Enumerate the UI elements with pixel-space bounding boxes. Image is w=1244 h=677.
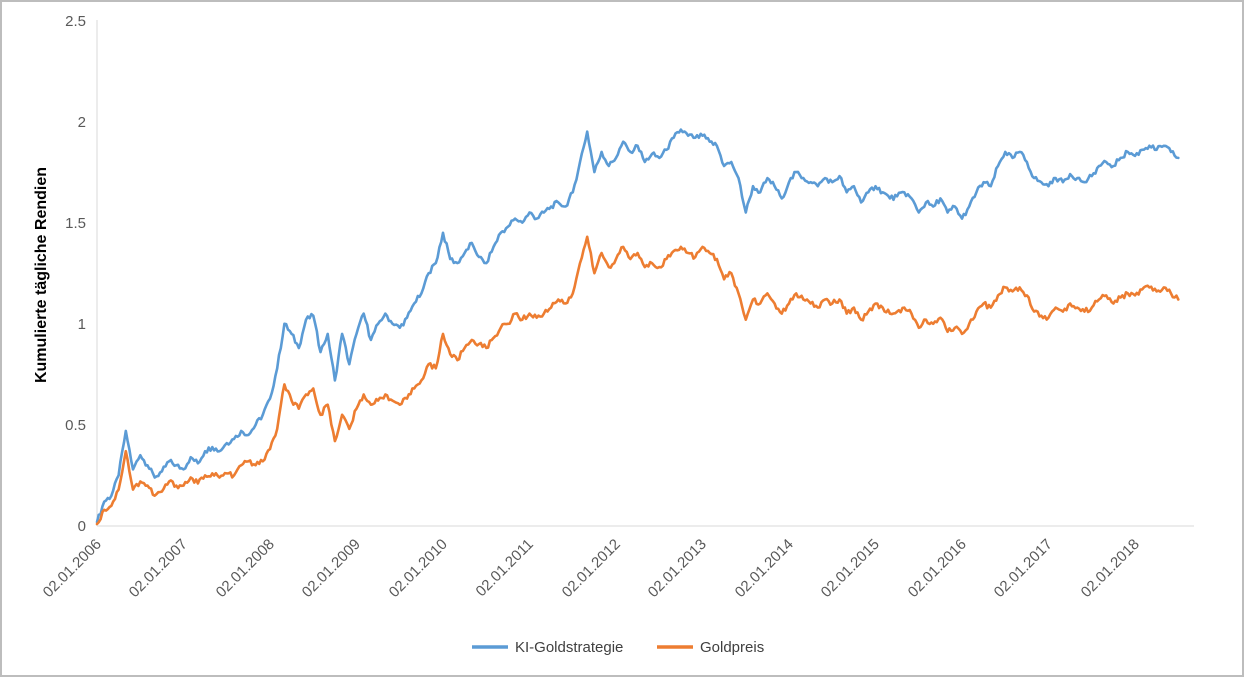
x-tick-label: 02.01.2009 [299,536,364,601]
x-tick-label: 02.01.2013 [645,536,710,601]
x-tick-label: 02.01.2006 [40,536,105,601]
legend: KI-Goldstrategie Goldpreis [472,639,764,656]
x-tick-label: 02.01.2010 [386,536,451,601]
series-line-ki-goldstrategie [95,128,1180,524]
x-tick-label: 02.01.2015 [818,536,883,601]
y-tick-label: 0.5 [65,417,86,434]
series-line-goldpreis [95,235,1180,526]
x-tick-label: 02.01.2012 [559,536,624,601]
x-tick-label: 02.01.2014 [732,536,797,601]
y-axis-title: Kumulierte tägliche Rendien [33,167,50,383]
x-tick-label: 02.01.2017 [991,536,1056,601]
x-tick-label: 02.01.2011 [473,536,537,600]
x-tick-label: 02.01.2016 [905,536,970,601]
x-tick-label: 02.01.2018 [1078,536,1143,601]
x-tick-label: 02.01.2008 [213,536,278,601]
y-tick-label: 1 [78,316,86,333]
y-tick-label: 1.5 [65,215,86,232]
y-tick-label: 2 [78,114,86,131]
legend-label-ki-goldstrategie: KI-Goldstrategie [515,639,623,656]
y-tick-label: 0 [78,518,86,535]
y-tick-label: 2.5 [65,13,86,30]
legend-label-goldpreis: Goldpreis [700,639,764,656]
x-tick-label: 02.01.2007 [126,536,191,601]
